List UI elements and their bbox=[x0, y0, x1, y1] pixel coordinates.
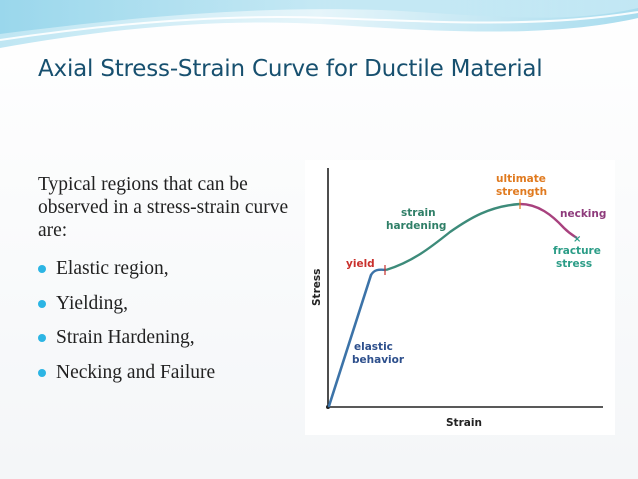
label-ultimate-strength-line2: strength bbox=[496, 186, 547, 198]
bullet-text: Strain Hardening, bbox=[56, 327, 195, 348]
diagram-panel bbox=[305, 160, 615, 435]
label-fracture-stress-line2: stress bbox=[556, 258, 592, 270]
fracture-marker: × bbox=[573, 234, 581, 245]
bullet-item: Elastic region, bbox=[38, 258, 215, 293]
hardening-curve bbox=[385, 202, 521, 272]
stress-strain-diagram: × yield strain hardening ultimate streng… bbox=[305, 160, 615, 435]
label-strain-hardening-line2: hardening bbox=[386, 220, 446, 232]
bullet-text: Elastic region, bbox=[56, 258, 169, 279]
bullet-text: Necking and Failure bbox=[56, 361, 216, 383]
label-strain-hardening-line1: strain bbox=[401, 207, 436, 219]
yield-curve bbox=[369, 268, 387, 276]
elastic-curve bbox=[327, 273, 373, 408]
header-wave-front bbox=[0, 0, 638, 34]
bullet-list: Elastic region, Yielding, Strain Hardeni… bbox=[38, 258, 215, 396]
bullet-dot-icon bbox=[38, 299, 46, 308]
bullet-item: Yielding, bbox=[38, 293, 215, 328]
bullet-text: Yielding, bbox=[56, 292, 129, 314]
x-axis-label: Strain bbox=[446, 417, 482, 429]
label-elastic-behavior-line2: behavior bbox=[352, 354, 405, 366]
y-axis-label: Stress bbox=[311, 269, 323, 306]
necking-curve bbox=[519, 202, 578, 240]
slide-title: Axial Stress-Strain Curve for Ductile Ma… bbox=[38, 56, 543, 82]
bullet-item: Necking and Failure bbox=[38, 362, 215, 397]
bullet-dot-icon bbox=[38, 334, 46, 342]
bullet-item: Strain Hardening, bbox=[38, 327, 215, 362]
label-yield: yield bbox=[346, 258, 375, 270]
label-ultimate-strength-line1: ultimate bbox=[496, 173, 546, 185]
bullet-dot-icon bbox=[38, 368, 46, 377]
label-necking: necking bbox=[560, 208, 606, 220]
label-elastic-behavior-line1: elastic bbox=[354, 341, 393, 353]
header-wave-line bbox=[0, 11, 638, 41]
label-fracture-stress-line1: fracture bbox=[553, 245, 601, 257]
bullet-dot-icon bbox=[38, 265, 46, 273]
intro-text: Typical regions that can be observed in … bbox=[38, 174, 289, 241]
